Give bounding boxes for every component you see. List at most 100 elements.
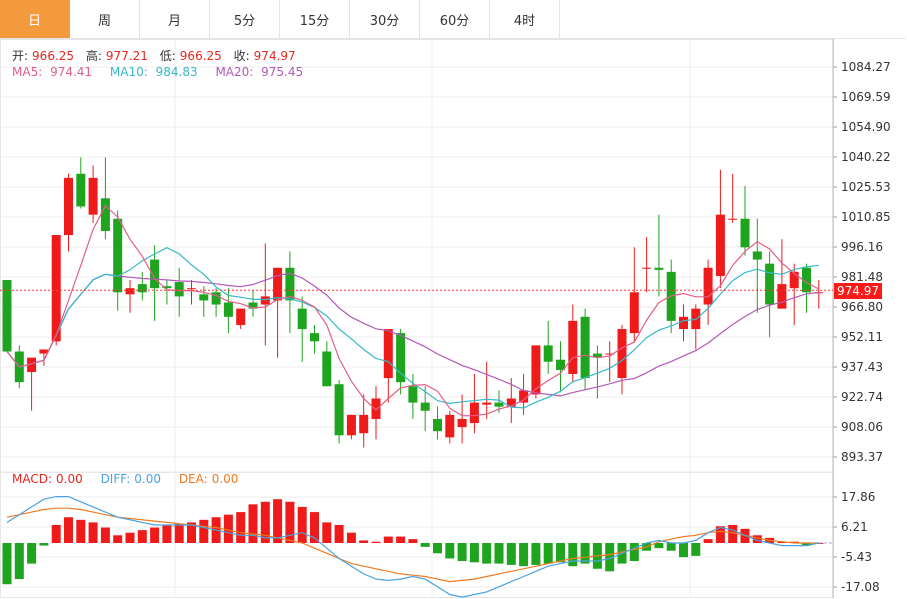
diff-line [6, 496, 819, 598]
price-axis-label: 1040.22 [841, 150, 891, 164]
candle-body [433, 418, 442, 432]
candle-body [568, 320, 578, 374]
macd-bar [76, 519, 86, 544]
ma10-label: MA10: [109, 65, 148, 79]
macd-bar [64, 517, 73, 544]
macd-bar [556, 543, 565, 563]
macd-bar [568, 543, 578, 567]
candle-body [27, 357, 37, 372]
macd-bar [322, 522, 332, 544]
macd-bar [162, 524, 172, 544]
macd-bar [433, 543, 442, 554]
macd-bar [777, 541, 787, 544]
macd-bar [100, 527, 110, 544]
candle-body [789, 271, 799, 289]
candle-body [740, 218, 750, 248]
price-axis-label: 1010.85 [841, 210, 891, 224]
ma20-value: 975.45 [261, 65, 304, 79]
open-value: 966.25 [32, 49, 75, 63]
candle-body [273, 267, 283, 301]
candle-body [592, 353, 602, 358]
high-label: 高: [85, 49, 102, 63]
candle-body [187, 288, 196, 290]
candle-body [100, 198, 110, 231]
macd-bar [346, 532, 356, 544]
candle-body [629, 292, 639, 334]
tab-15min[interactable]: 15分 [280, 0, 350, 38]
candle-body [211, 292, 221, 305]
candle-body [150, 259, 160, 289]
candle-body [174, 282, 184, 297]
macd-label: MACD: [12, 472, 53, 486]
candle-body [679, 316, 688, 330]
macd-bar [187, 522, 196, 544]
candle-body [802, 267, 811, 293]
candle-body [728, 218, 738, 220]
macd-bar [494, 543, 504, 564]
tab-4hour[interactable]: 4时 [490, 0, 560, 38]
macd-axis-label: -17.08 [841, 580, 880, 594]
tab-60min[interactable]: 60分 [420, 0, 490, 38]
tab-day[interactable]: 日 [0, 0, 70, 38]
price-axis-label: 966.80 [841, 300, 883, 314]
macd-bar [27, 543, 37, 564]
kline-chart[interactable]: 1084.27 1069.59 1054.90 1040.22 1025.53 1010.… [0, 39, 907, 599]
ma20-line [6, 272, 819, 397]
candle-body [322, 351, 332, 387]
tab-5min[interactable]: 5分 [210, 0, 280, 38]
macd-bar [310, 512, 319, 544]
macd-bar [113, 535, 123, 544]
dea-value: 0.00 [211, 472, 239, 486]
close-label: 收: [233, 49, 250, 63]
candle-body [457, 418, 467, 428]
macd-bar [420, 543, 430, 547]
price-pane-frame [0, 39, 834, 473]
price-axis-label: 937.43 [841, 360, 883, 374]
macd-value: 0.00 [56, 472, 83, 486]
macd-bar [236, 512, 246, 544]
macd-bar [223, 514, 233, 544]
price-axis-label: 908.06 [841, 420, 883, 434]
macd-bar [359, 540, 369, 544]
low-label: 低: [159, 49, 176, 63]
candle-body [617, 329, 627, 379]
macd-bar [334, 524, 344, 544]
macd-bar [51, 524, 61, 544]
candle-body [236, 308, 246, 325]
price-axis-label: 952.11 [841, 330, 883, 344]
tab-week[interactable]: 周 [70, 0, 140, 38]
candle-body [199, 294, 209, 301]
macd-pane-frame [0, 472, 834, 598]
tab-month[interactable]: 月 [140, 0, 210, 38]
dea-label: DEA: [178, 472, 208, 486]
candle-body [642, 267, 652, 269]
macd-bar [248, 504, 258, 544]
macd-bar [482, 543, 492, 564]
candle-body [519, 390, 529, 403]
candle-body [310, 333, 319, 342]
tab-30min[interactable]: 30分 [350, 0, 420, 38]
macd-bar [88, 522, 98, 544]
macd-bar [408, 539, 418, 544]
candle-body [543, 345, 553, 362]
ma10-value: 984.83 [155, 65, 198, 79]
current-price-tag: 974.97 [834, 283, 882, 299]
macd-bar [506, 543, 516, 565]
macd-bar [297, 506, 307, 544]
candle-body [162, 286, 172, 289]
candle-body [556, 359, 565, 370]
ohlc-info: 开: 966.25 高: 977.21 低: 966.25 收: 974.97 [12, 47, 304, 64]
close-value: 974.97 [253, 49, 296, 63]
low-value: 966.25 [179, 49, 222, 63]
candle-body [531, 345, 541, 395]
candle-body [605, 353, 615, 355]
candle-body [137, 284, 147, 293]
macd-axis-label: 17.86 [841, 490, 875, 504]
candle-body [248, 302, 258, 309]
candle-body [297, 308, 307, 330]
candle-body [2, 280, 12, 352]
macd-bar [150, 527, 160, 544]
macd-bar [679, 543, 688, 558]
macd-bar [285, 501, 295, 544]
candle-body [506, 398, 516, 407]
